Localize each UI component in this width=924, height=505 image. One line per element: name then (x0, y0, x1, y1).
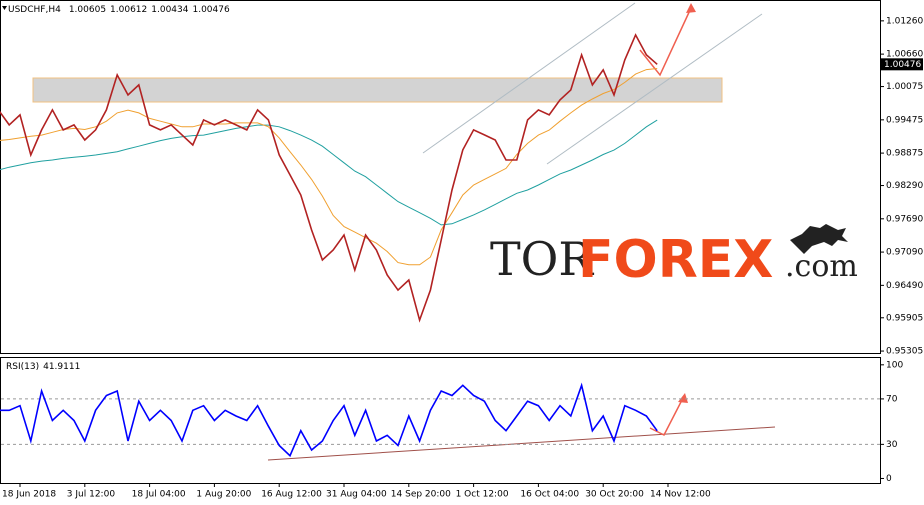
x-tick-label: 18 Jun 2018 (2, 490, 56, 500)
forecast-arrow (649, 397, 684, 437)
rsi-value: 41.9111 (43, 362, 80, 372)
y-tick-label: 0.95905 (886, 313, 923, 323)
y-tick-label: 0 (886, 474, 892, 484)
ohlc-value: 1.00434 (151, 5, 188, 15)
channel-line (546, 13, 763, 165)
watermark-prefix: TOR (490, 232, 594, 286)
x-tick-label: 14 Nov 12:00 (650, 490, 711, 500)
ohlc-value: 1.00612 (110, 5, 147, 15)
ohlc-value: 1.00605 (69, 5, 106, 15)
arrow-head (686, 3, 696, 13)
x-tick-label: 30 Oct 20:00 (585, 490, 644, 500)
x-tick-label: 14 Sep 20:00 (391, 490, 451, 500)
price-panel (0, 0, 881, 354)
y-tick-label: 1.00660 (886, 50, 923, 60)
series-line (0, 68, 658, 266)
forecast-arrow (639, 7, 692, 77)
x-tick-label: 1 Aug 20:00 (196, 490, 251, 500)
y-tick-label: 0.99475 (886, 115, 923, 125)
watermark-brand: FOREX (578, 230, 773, 290)
bull-icon (790, 224, 848, 254)
price-header: USDCHF,H4 1.00605 1.00612 1.00434 1.00476 (8, 5, 230, 15)
y-tick-label: 0.95305 (886, 347, 923, 357)
arrow-head (678, 393, 688, 403)
y-tick-label: 1.01260 (886, 16, 923, 26)
series-line (0, 33, 658, 323)
y-tick-label: 0.98875 (886, 149, 923, 159)
watermark-suffix: .com (785, 249, 858, 284)
x-tick-label: 16 Aug 12:00 (261, 490, 322, 500)
series-line (0, 382, 658, 458)
x-tick-label: 18 Jul 04:00 (132, 490, 186, 500)
header-marker (2, 6, 7, 10)
x-tick-label: 31 Aug 04:00 (326, 490, 387, 500)
last-price-box (881, 58, 923, 71)
x-tick-label: 3 Jul 12:00 (67, 490, 116, 500)
x-tick-label: 16 Oct 04:00 (520, 490, 579, 500)
last-price-label: 1.00476 (884, 60, 921, 70)
channel-line (422, 2, 636, 154)
y-tick-label: 30 (886, 440, 898, 450)
y-tick-label: 70 (886, 394, 898, 404)
resistance-zone (32, 77, 723, 103)
y-tick-label: 0.97090 (886, 248, 923, 258)
rsi-title: RSI(13) (6, 362, 39, 372)
rsi-trend-line (267, 426, 776, 461)
series-line (0, 119, 658, 226)
watermark: TOR FOREX .com (490, 224, 858, 290)
y-tick-label: 0.97690 (886, 214, 923, 224)
x-tick-label: 1 Oct 12:00 (456, 490, 509, 500)
symbol: USDCHF,H4 (8, 5, 61, 15)
y-tick-label: 1.00075 (886, 82, 923, 92)
rsi-panel (0, 357, 881, 484)
y-tick-label: 0.98290 (886, 181, 923, 191)
y-tick-label: 0.96490 (886, 281, 923, 291)
rsi-header: RSI(13) 41.9111 (6, 362, 80, 372)
y-tick-label: 100 (886, 360, 903, 370)
ohlc-value: 1.00476 (192, 5, 229, 15)
